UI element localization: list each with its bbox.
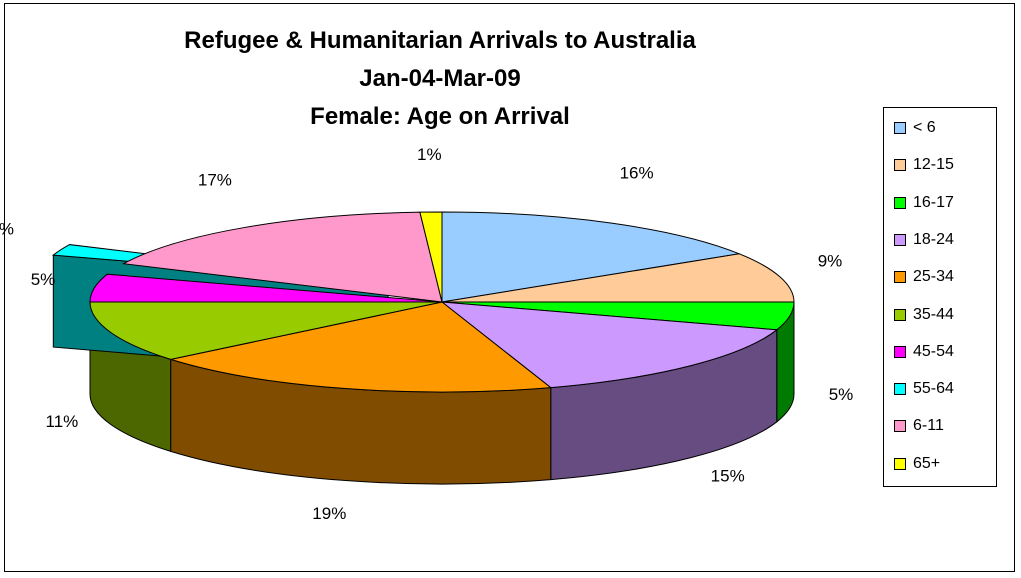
legend-swatch — [894, 345, 906, 358]
legend-item: 6-11 — [894, 416, 944, 436]
pie-slice-6 — [441, 211, 742, 303]
pct-label-1824: 15% — [711, 467, 745, 486]
legend-item: 55-64 — [894, 379, 954, 399]
legend-swatch — [894, 383, 906, 396]
pct-label-611: 17% — [198, 171, 232, 190]
pct-label-2534: 19% — [312, 504, 346, 523]
legend-label: 18-24 — [913, 230, 954, 248]
pie-slice-3544 — [89, 301, 443, 360]
legend-label: 16-17 — [913, 193, 954, 211]
legend-item: 25-34 — [894, 267, 954, 287]
pct-label-6: 16% — [620, 163, 654, 182]
pie-slice-611 — [121, 211, 443, 303]
pie-slice-1215 — [441, 253, 795, 303]
pct-label-3544: 11% — [46, 412, 79, 431]
pie-slice-4554 — [89, 273, 443, 303]
pct-label-4554: 5% — [31, 270, 56, 289]
legend-label: 6-11 — [913, 417, 944, 435]
pct-label-5564: 2% — [0, 219, 14, 238]
chart-title: Refugee & Humanitarian Arrivals to Austr… — [0, 22, 880, 136]
legend-label: 65+ — [913, 454, 941, 472]
legend-swatch — [894, 122, 906, 134]
legend-item: 35-44 — [894, 305, 954, 325]
pie-slice-2534 — [168, 301, 553, 393]
chart-title-line-3: Female: Age on Arrival — [310, 103, 570, 130]
legend-swatch — [894, 457, 906, 470]
pct-label-65: 1% — [417, 145, 442, 164]
pie-slice-65 — [419, 211, 443, 303]
legend-swatch — [894, 308, 906, 321]
legend: < 6 12-15 16-17 18-24 25-34 35-44 45-54 55-64 6-… — [883, 107, 997, 487]
legend-label: 35-44 — [913, 305, 954, 323]
legend-item: 65+ — [894, 454, 940, 474]
pct-label-1215: 9% — [818, 252, 843, 271]
legend-label: 25-34 — [913, 268, 954, 286]
chart-title-line-1: Refugee & Humanitarian Arrivals to Austr… — [184, 27, 696, 54]
legend-label: 45-54 — [913, 342, 954, 360]
legend-label: < 6 — [913, 119, 936, 136]
chart-title-line-2: Jan-04-Mar-09 — [359, 65, 521, 92]
legend-swatch — [894, 196, 906, 209]
pct-label-1617: 5% — [829, 385, 854, 404]
legend-swatch — [894, 271, 906, 284]
legend-swatch — [894, 233, 906, 246]
legend-item: 18-24 — [894, 230, 954, 250]
legend-swatch — [894, 159, 906, 172]
legend-label: 55-64 — [913, 380, 954, 398]
legend-item: 16-17 — [894, 193, 954, 213]
pie-slice-1824 — [440, 301, 779, 389]
legend-swatch — [894, 420, 906, 433]
legend-item: 45-54 — [894, 342, 954, 362]
legend-label: 12-15 — [913, 156, 954, 174]
legend-item: 12-15 — [894, 155, 954, 175]
legend-item: < 6 — [894, 118, 936, 138]
